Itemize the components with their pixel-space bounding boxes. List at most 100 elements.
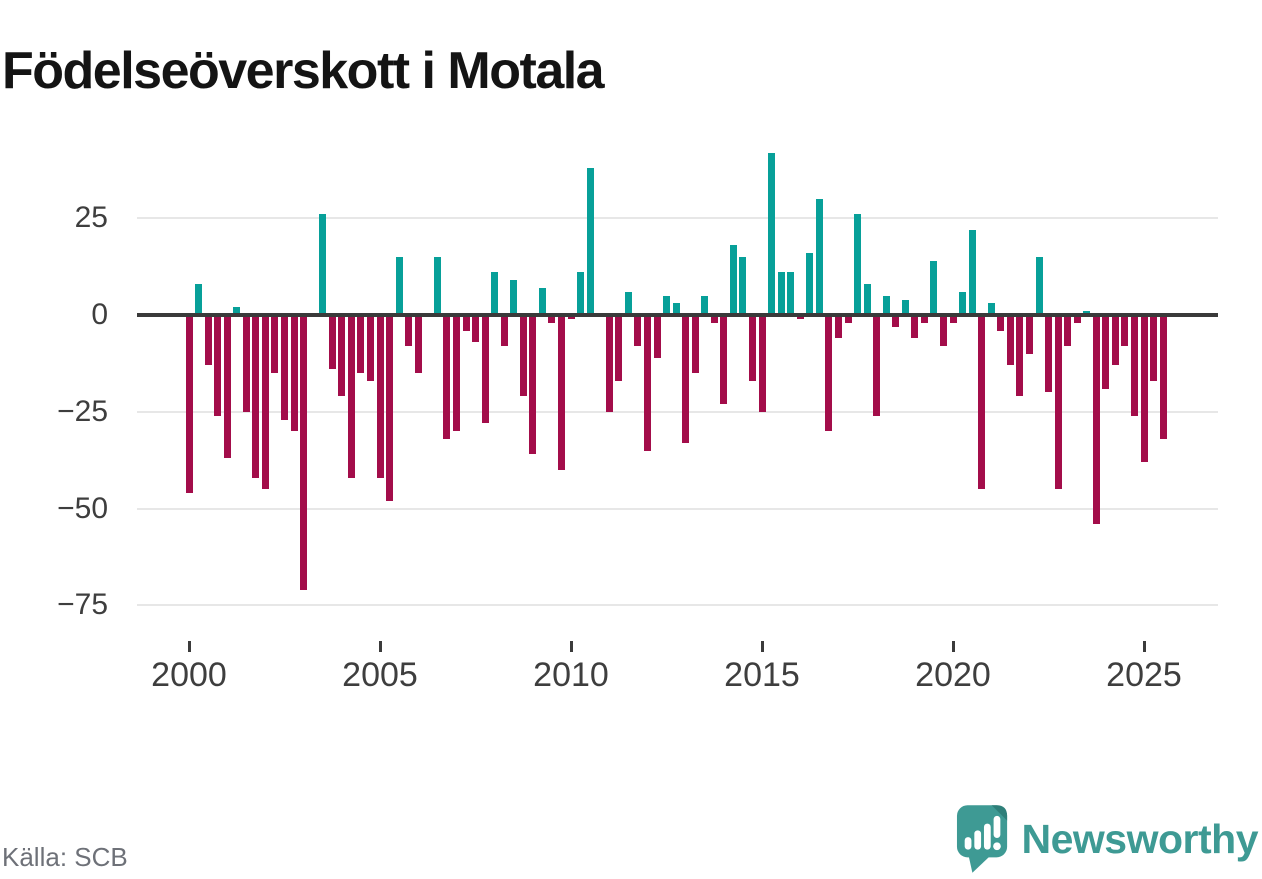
bar-2015-Q3 <box>777 272 785 315</box>
x-axis-tick-2010 <box>569 641 573 652</box>
bar-2007-Q1 <box>452 315 460 432</box>
bar-2018-Q4 <box>901 299 909 315</box>
bar-2024-Q4 <box>1131 315 1138 416</box>
bar-2024-Q1 <box>1102 315 1110 389</box>
bar-2007-Q3 <box>472 315 479 343</box>
bar-2018-Q3 <box>892 315 900 327</box>
bar-2004-Q3 <box>357 315 365 374</box>
bar-2008-Q1 <box>491 272 499 315</box>
bar-2008-Q4 <box>519 315 527 397</box>
bar-2002-Q4 <box>290 315 298 432</box>
brand-name: Newsworthy <box>1021 815 1259 862</box>
bar-2021-Q2 <box>997 315 1005 331</box>
bar-2025-Q3 <box>1159 315 1167 439</box>
x-axis-label-2005: 2005 <box>342 656 418 694</box>
bar-2020-Q3 <box>968 229 976 315</box>
bar-2016-Q3 <box>815 198 823 315</box>
bar-2003-Q1 <box>300 315 308 590</box>
bar-2011-Q4 <box>634 315 642 346</box>
bar-2017-Q1 <box>834 315 842 339</box>
bar-2019-Q3 <box>930 260 938 315</box>
bar-2021-Q3 <box>1006 315 1014 366</box>
bar-2004-Q1 <box>338 315 346 397</box>
bar-2013-Q2 <box>691 315 699 374</box>
source-label: Källa: SCB <box>2 842 128 872</box>
y-axis-label: 25 <box>74 201 108 235</box>
bar-2014-Q2 <box>729 245 737 315</box>
bar-2001-Q1 <box>223 315 231 459</box>
bar-2000-Q2 <box>195 284 203 315</box>
bar-2009-Q4 <box>558 315 565 470</box>
bar-2010-Q3 <box>586 167 594 315</box>
bar-2009-Q3 <box>548 315 556 323</box>
bar-2022-Q2 <box>1035 256 1043 315</box>
bar-2002-Q1 <box>261 315 269 490</box>
bar-2012-Q4 <box>672 303 680 315</box>
bar-2022-Q3 <box>1045 315 1052 393</box>
bar-2003-Q3 <box>319 214 327 315</box>
x-axis-tick-2020 <box>951 641 955 652</box>
gridline-y--25 <box>137 410 1218 413</box>
gridline-y-25 <box>137 217 1218 220</box>
bar-2005-Q2 <box>386 315 394 501</box>
bar-2009-Q1 <box>529 315 537 455</box>
bar-2020-Q2 <box>959 291 967 315</box>
y-axis-label: −50 <box>57 491 108 525</box>
bar-2000-Q4 <box>214 315 222 416</box>
gridline-y--50 <box>137 507 1218 510</box>
bar-2011-Q3 <box>624 291 632 315</box>
bar-2008-Q2 <box>500 315 508 346</box>
bar-2006-Q4 <box>443 315 451 439</box>
bar-2015-Q4 <box>787 272 795 315</box>
bar-2011-Q1 <box>605 315 613 412</box>
bar-2009-Q2 <box>538 287 546 315</box>
bar-2002-Q3 <box>281 315 288 420</box>
bar-2025-Q1 <box>1140 315 1148 463</box>
bar-2017-Q3 <box>854 214 861 315</box>
newsworthy-speech-bubble-chart-icon <box>956 804 1010 879</box>
bar-2001-Q2 <box>233 307 241 315</box>
bar-2018-Q1 <box>873 315 881 416</box>
bar-2005-Q4 <box>405 315 413 346</box>
bar-2019-Q4 <box>940 315 947 346</box>
bar-2002-Q2 <box>271 315 279 374</box>
bar-2013-Q3 <box>701 295 709 315</box>
y-axis-label: 0 <box>91 298 108 331</box>
bar-2021-Q4 <box>1016 315 1024 397</box>
bar-2003-Q4 <box>328 315 336 370</box>
bar-2011-Q2 <box>615 315 623 381</box>
y-axis-label: −75 <box>57 588 108 622</box>
bar-2019-Q2 <box>920 315 928 323</box>
bar-2017-Q2 <box>844 315 852 323</box>
bar-2001-Q3 <box>242 315 250 412</box>
bar-2016-Q4 <box>825 315 833 432</box>
bar-2012-Q3 <box>663 295 670 315</box>
page-title: Födelseöverskott i Motala <box>2 41 605 100</box>
x-axis-tick-2025 <box>1142 641 1146 652</box>
bar-2000-Q1 <box>185 315 193 493</box>
x-axis-label-2000: 2000 <box>151 656 227 694</box>
bar-2004-Q2 <box>347 315 355 478</box>
bar-2006-Q1 <box>414 315 422 374</box>
bar-2014-Q1 <box>720 315 728 404</box>
bar-2012-Q1 <box>643 315 651 451</box>
x-axis-label-2020: 2020 <box>915 656 991 694</box>
bar-2021-Q1 <box>987 303 995 315</box>
bar-2005-Q3 <box>395 256 403 315</box>
x-axis-tick-2005 <box>378 641 382 652</box>
x-axis-label-2025: 2025 <box>1106 656 1182 694</box>
bar-2023-Q2 <box>1073 315 1081 323</box>
bar-2020-Q1 <box>949 315 957 323</box>
brand-logo: Newsworthy <box>956 804 1259 879</box>
bar-2000-Q3 <box>204 315 212 366</box>
bar-2024-Q2 <box>1111 315 1119 366</box>
bar-2018-Q2 <box>882 295 890 315</box>
bar-2025-Q2 <box>1150 315 1158 381</box>
bar-2001-Q4 <box>252 315 260 478</box>
bar-2015-Q1 <box>758 315 766 412</box>
bar-2013-Q1 <box>682 315 690 443</box>
bar-2007-Q4 <box>481 315 489 424</box>
gridline-y--75 <box>137 604 1218 607</box>
x-axis-label-2015: 2015 <box>724 656 800 694</box>
x-axis-tick-2015 <box>760 641 764 652</box>
